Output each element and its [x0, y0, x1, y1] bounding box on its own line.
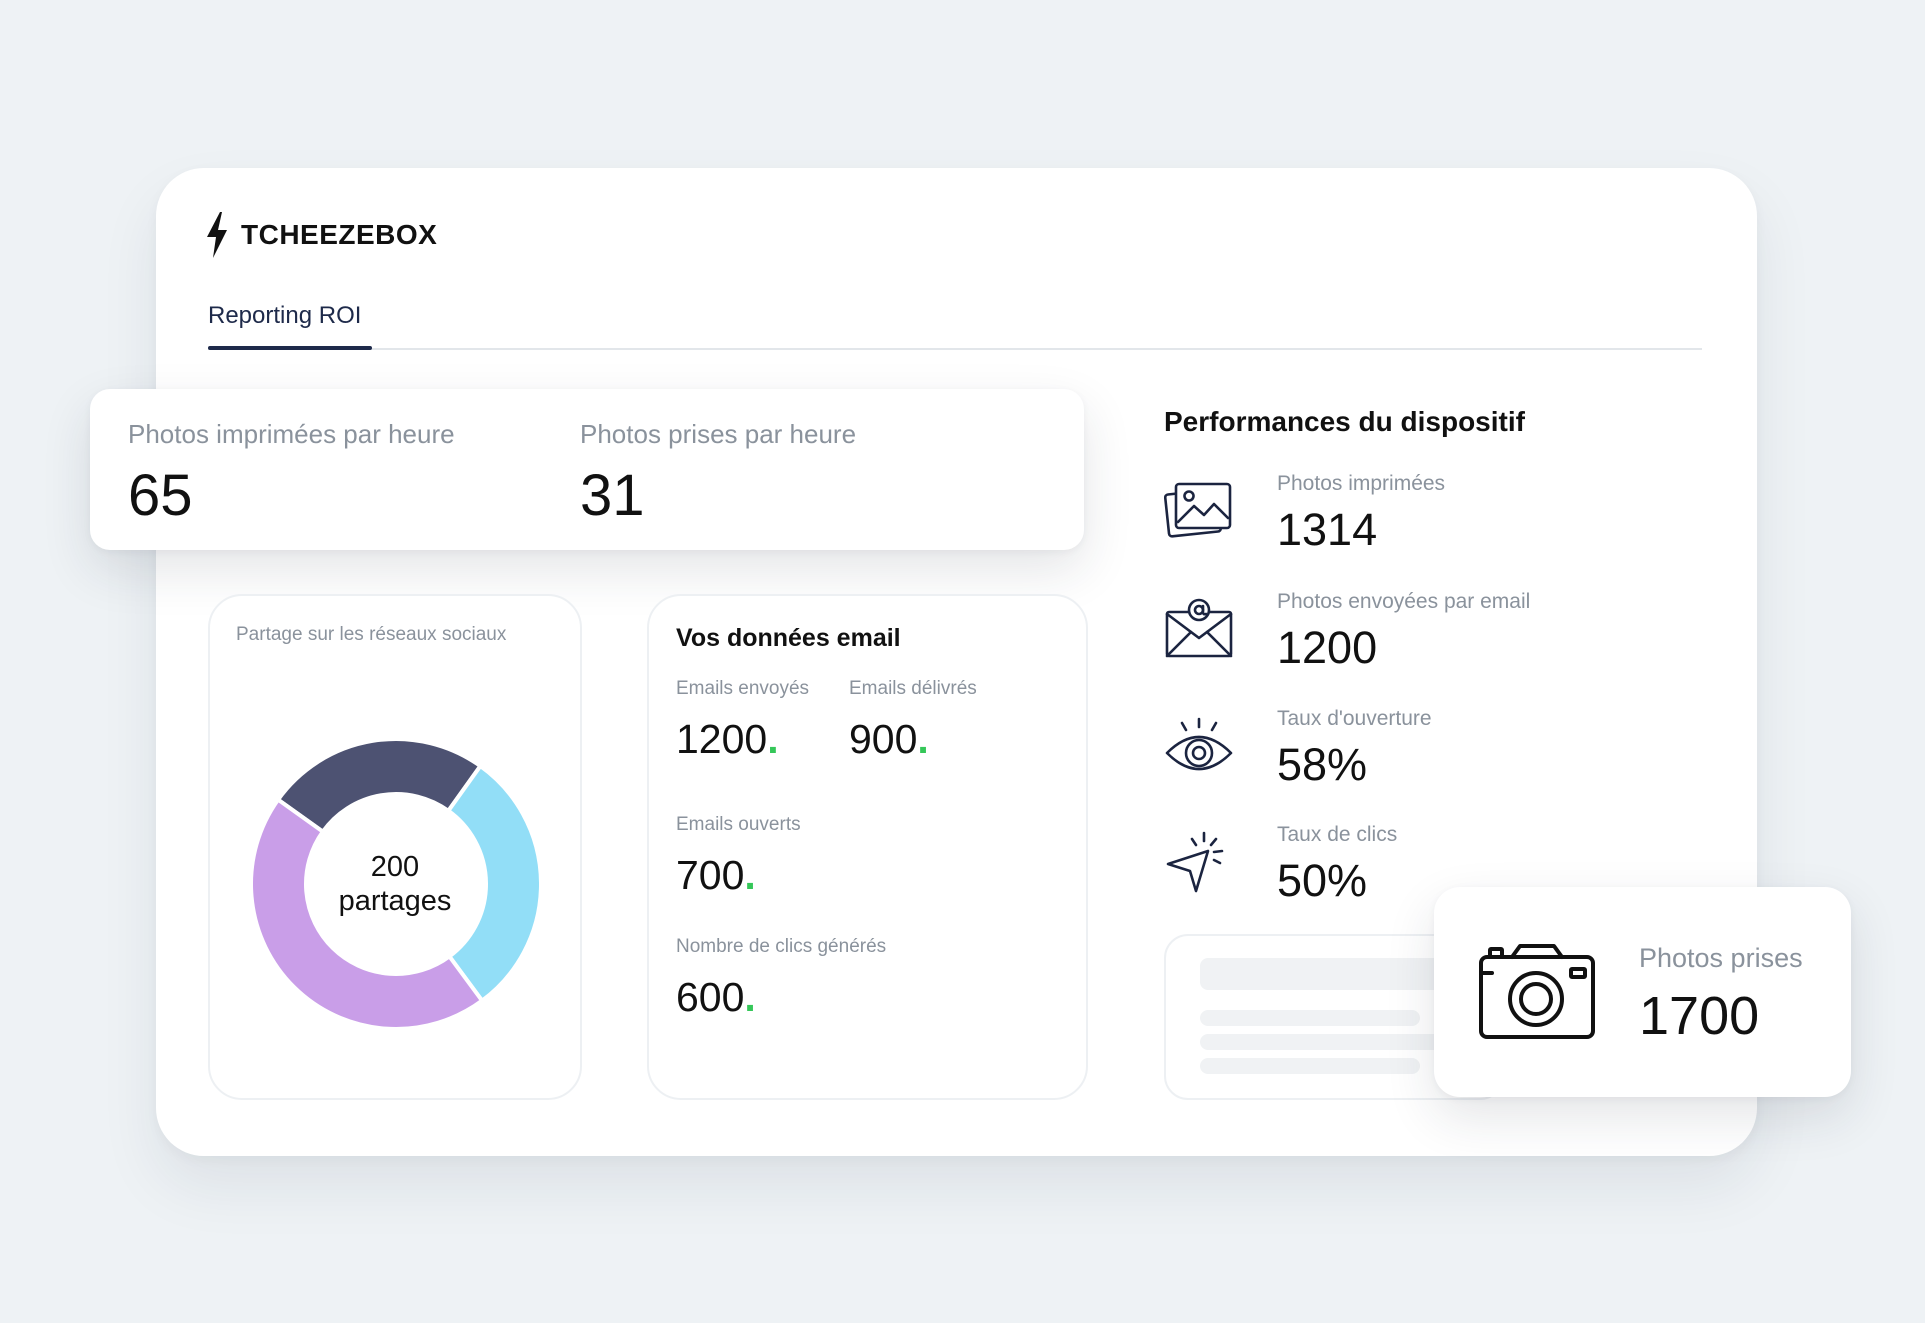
stat-value: 600.	[676, 974, 756, 1020]
stat-label: Nombre de clics générés	[676, 936, 887, 957]
brand-logo[interactable]: TCHEEZEBOX	[205, 212, 437, 258]
photos-taken-label: Photos prises	[1639, 943, 1803, 973]
social-share-panel: Partage sur les réseaux sociaux 200 part…	[208, 594, 582, 1100]
tab-divider	[208, 348, 1702, 350]
donut-center-label: 200 partages	[210, 850, 580, 918]
donut-slice-2	[249, 796, 485, 1031]
perf-photos-printed: Photos imprimées 1314	[1164, 472, 1594, 562]
stat-value: 700.	[676, 852, 756, 898]
lightning-icon	[207, 212, 227, 258]
perf-label: Photos imprimées	[1277, 472, 1446, 495]
social-share-title: Partage sur les réseaux sociaux	[236, 624, 507, 645]
perf-value: 50%	[1277, 855, 1368, 906]
perf-click-rate: Taux de clics 50%	[1164, 823, 1594, 913]
camera-icon	[1479, 944, 1595, 1039]
perf-photos-emailed: Photos envoyées par email 1200	[1164, 590, 1594, 680]
kpi-value: 31	[580, 463, 645, 528]
perf-label: Taux de clics	[1277, 823, 1398, 846]
email-sent-stat: Emails envoyés 1200.	[676, 678, 809, 763]
kpi-label: Photos imprimées par heure	[128, 419, 455, 449]
stat-label: Emails ouverts	[676, 814, 801, 835]
perf-label: Photos envoyées par email	[1277, 590, 1531, 613]
social-share-donut	[249, 737, 543, 1031]
tab-reporting-roi[interactable]: Reporting ROI	[208, 302, 362, 329]
photos-taken-value: 1700	[1639, 986, 1760, 1046]
photos-icon	[1164, 482, 1232, 538]
email-delivered-stat: Emails délivrés 900.	[849, 678, 977, 763]
perf-value: 1314	[1277, 504, 1378, 555]
skeleton-bar	[1200, 1058, 1420, 1074]
stat-label: Emails délivrés	[849, 678, 977, 699]
cursor-click-icon	[1166, 831, 1224, 893]
donut-slice-0	[275, 737, 484, 835]
stat-value: 1200.	[676, 716, 779, 762]
kpi-taken-per-hour: Photos prises par heure 31	[580, 419, 856, 529]
email-clicks-stat: Nombre de clics générés 600.	[676, 936, 886, 1021]
perf-value: 1200	[1277, 622, 1378, 673]
stat-value: 900.	[849, 716, 929, 762]
perf-value: 58%	[1277, 739, 1368, 790]
performance-title: Performances du dispositif	[1164, 406, 1525, 437]
skeleton-bar	[1200, 958, 1460, 990]
photos-taken-card: Photos prises 1700	[1434, 887, 1851, 1097]
email-opened-stat: Emails ouverts 700.	[676, 814, 801, 899]
donut-center-text: partages	[338, 885, 452, 917]
donut-center-value: 200	[370, 851, 420, 883]
tab-active-indicator	[208, 346, 372, 350]
perf-label: Taux d'ouverture	[1277, 707, 1432, 730]
kpi-value: 65	[128, 463, 193, 528]
email-at-icon	[1165, 598, 1233, 658]
brand-name: TCHEEZEBOX	[241, 219, 438, 250]
stat-label: Emails envoyés	[676, 678, 810, 699]
kpi-label: Photos prises par heure	[580, 419, 857, 449]
email-data-panel: Vos données email Emails envoyés 1200. E…	[647, 594, 1088, 1100]
donut-slice-1	[445, 763, 543, 1004]
skeleton-bar	[1200, 1010, 1420, 1026]
kpi-printed-per-hour: Photos imprimées par heure 65	[128, 419, 455, 529]
hourly-kpi-card: Photos imprimées par heure 65 Photos pri…	[90, 389, 1084, 550]
perf-open-rate: Taux d'ouverture 58%	[1164, 707, 1594, 797]
eye-icon	[1165, 717, 1233, 771]
skeleton-bar	[1200, 1034, 1460, 1050]
email-panel-title: Vos données email	[676, 624, 901, 652]
